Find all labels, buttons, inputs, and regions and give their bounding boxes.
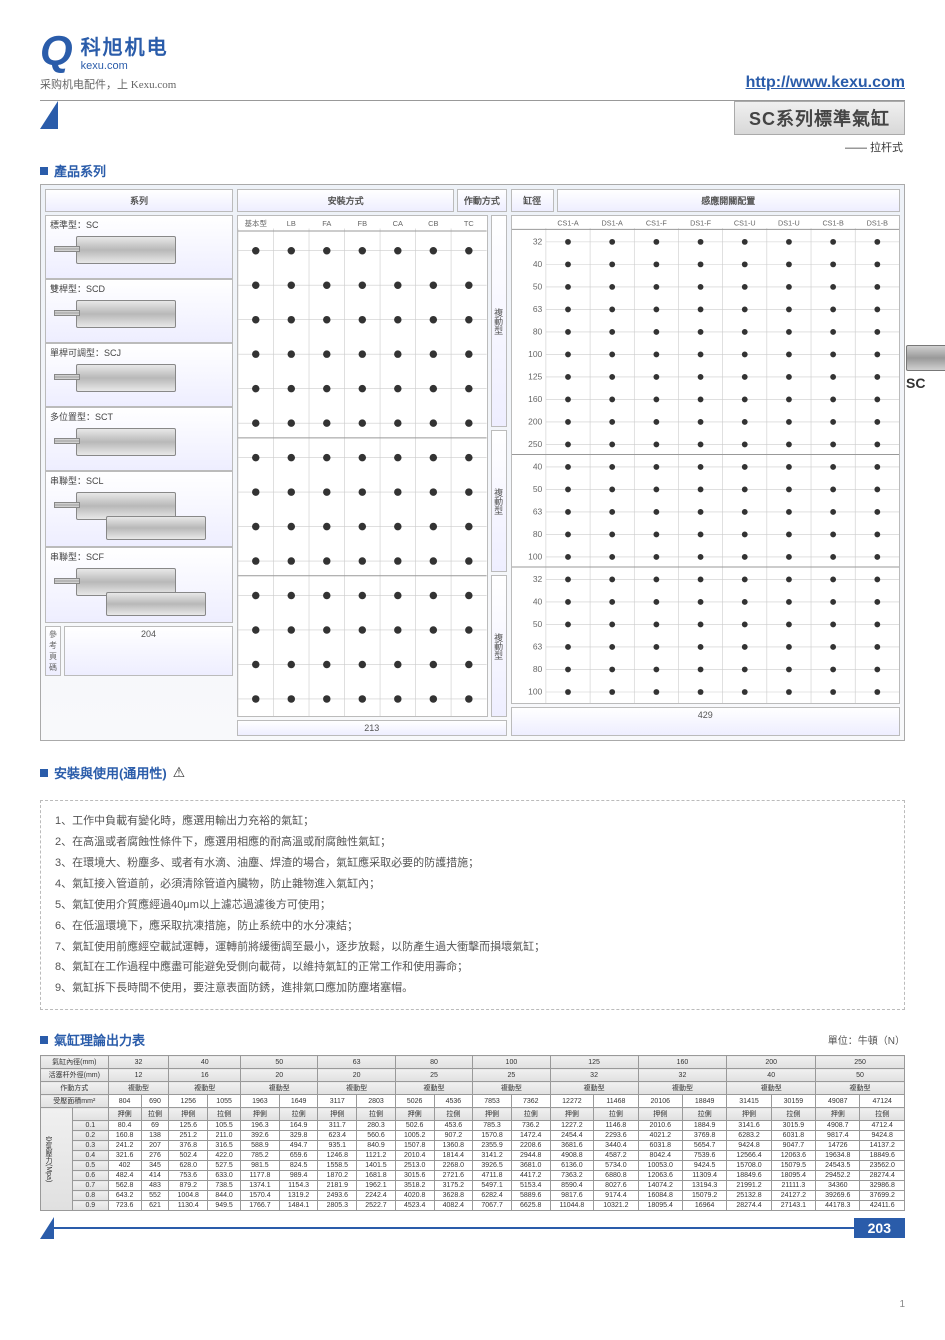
page-number: 203 [854,1218,905,1238]
logo-cn: 科旭机电 [81,31,169,60]
svg-text:63: 63 [532,506,542,516]
svg-text:250: 250 [528,439,542,449]
svg-text:FA: FA [322,219,331,228]
svg-text:50: 50 [532,619,542,629]
instruction-item: 3、在環境大、粉塵多、或者有水滴、油塵、焊渣的場合，氣缸應采取必要的防護措施； [55,853,890,874]
svg-text:DS1-F: DS1-F [690,219,711,228]
action-label: 複動型 [491,215,507,427]
svg-text:32: 32 [532,574,542,584]
product-name: 串聯型：SCF [50,550,104,563]
section-heading-install: 安裝與使用(通用性) ⚠ [40,763,905,782]
svg-text:CS1-B: CS1-B [822,219,843,228]
force-unit: 單位：牛頓（N） [828,1032,905,1047]
svg-text:100: 100 [528,551,542,561]
svg-text:40: 40 [532,461,542,471]
svg-text:160: 160 [528,394,542,404]
instructions-list: 1、工作中負載有變化時，應選用輸出力充裕的氣缸；2、在高溫或者腐蝕性條件下，應選… [40,800,905,1010]
title-triangle-icon [40,101,58,129]
svg-text:40: 40 [532,596,542,606]
svg-text:80: 80 [532,326,542,336]
side-cylinder-label: SC [906,375,945,391]
foot-page-3: 429 [511,707,900,736]
force-table: 氣缸內徑(mm)3240506380100125160200250活塞杆外徑(m… [40,1055,905,1211]
page-footer: 203 [40,1217,905,1239]
product-name: 單桿可調型：SCJ [50,346,121,359]
bullet-icon [40,769,48,777]
col-head-mount: 安裝方式 [237,189,454,212]
product-name: 多位置型：SCT [50,410,113,423]
instruction-item: 4、氣缸接入管道前，必須清除管道內臟物，防止雜物進入氣缸內； [55,874,890,895]
action-label: 複動型 [491,575,507,717]
svg-text:100: 100 [528,349,542,359]
svg-text:50: 50 [532,281,542,291]
svg-text:TC: TC [464,219,475,228]
col-head-bore: 缸徑 [511,189,554,212]
instruction-item: 7、氣缸使用前應經空載試運轉，運轉前將緩衝調至最小，逐步放鬆，以防產生過大衝擊而… [55,937,890,958]
product-name: 雙桿型：SCD [50,282,105,295]
instruction-item: 1、工作中負載有變化時，應選用輸出力充裕的氣缸； [55,811,890,832]
mount-matrix: 基本型 LB FA FB CA CB TC [237,215,488,717]
sensor-matrix: CS1-A DS1-A CS1-F DS1-F CS1-U DS1-U CS1-B DS1-B… [511,215,900,704]
svg-text:80: 80 [532,664,542,674]
header: Q 科旭机电 kexu.com 采购机电配件，上 Kexu.com http:/… [40,30,905,92]
svg-text:125: 125 [528,371,542,381]
svg-text:CA: CA [393,219,403,228]
logo-en: kexu.com [81,60,169,72]
page-title: SC系列標準氣缸 [734,101,905,135]
bullet-icon [40,167,48,175]
action-label: 複動型 [491,430,507,572]
col-head-action: 作動方式 [457,189,506,212]
foot-label: 參考頁碼 [45,626,61,676]
svg-text:DS1-A: DS1-A [601,219,622,228]
svg-text:CS1-U: CS1-U [733,219,755,228]
svg-text:CS1-A: CS1-A [557,219,578,228]
section-heading-series: 產品系列 [40,161,905,180]
product-cell: 雙桿型：SCD [45,279,233,343]
product-name: 標準型：SC [50,218,99,231]
logo-q-icon: Q [40,30,73,72]
side-cylinder-image: SC [906,345,945,391]
product-cell: 串聯型：SCF [45,547,233,623]
svg-text:40: 40 [532,259,542,269]
foot-page-1: 204 [64,626,233,676]
subtitle: —— 拉杆式 [40,139,903,155]
svg-text:32: 32 [532,236,542,246]
svg-text:80: 80 [532,529,542,539]
svg-text:200: 200 [528,416,542,426]
header-url-link[interactable]: http://www.kexu.com [746,74,905,92]
col-head-series: 系列 [45,189,233,212]
svg-text:CS1-F: CS1-F [645,219,666,228]
instruction-item: 5、氣缸使用介質應經過40μm以上濾芯過濾後方可使用； [55,895,890,916]
svg-text:LB: LB [287,219,296,228]
bullet-icon [40,1036,48,1044]
foot-page-2: 213 [237,720,507,736]
instruction-item: 8、氣缸在工作過程中應盡可能避免受側向載荷，以維持氣缸的正常工作和使用壽命； [55,957,890,978]
product-cell: 單桿可調型：SCJ [45,343,233,407]
svg-text:DS1-U: DS1-U [778,219,800,228]
warning-icon: ⚠ [173,764,186,781]
product-cell: 串聯型：SCL [45,471,233,547]
instruction-item: 9、氣缸拆下長時間不使用，要注意表面防銹，進排氣口應加防塵堵塞帽。 [55,978,890,999]
instruction-item: 2、在高溫或者腐蝕性條件下，應選用相應的耐高溫或耐腐蝕性氣缸； [55,832,890,853]
product-cell: 標準型：SC [45,215,233,279]
svg-text:50: 50 [532,484,542,494]
footer-triangle-icon [40,1217,54,1239]
logo-block: Q 科旭机电 kexu.com 采购机电配件，上 Kexu.com [40,30,176,92]
svg-text:63: 63 [532,304,542,314]
col-head-sensor: 感應開關配置 [557,189,900,212]
logo-slogan: 采购机电配件，上 Kexu.com [40,76,176,92]
series-panel: 系列 標準型：SC 雙桿型：SCD 單桿可調型：SCJ 多位置型：SCT 串聯型：SCL… [40,184,905,741]
svg-text:FB: FB [358,219,368,228]
title-bar: SC系列標準氣缸 [40,100,905,135]
instruction-item: 6、在低溫環境下，應采取抗凍措施，防止系統中的水分凍結； [55,916,890,937]
svg-text:100: 100 [528,686,542,696]
page-index: 1 [40,1299,905,1310]
svg-text:基本型: 基本型 [245,218,268,228]
section-heading-force: 氣缸理論出力表 [40,1030,145,1049]
product-cell: 多位置型：SCT [45,407,233,471]
svg-text:CB: CB [428,219,438,228]
product-name: 串聯型：SCL [50,474,104,487]
svg-text:63: 63 [532,641,542,651]
svg-text:DS1-B: DS1-B [866,219,887,228]
